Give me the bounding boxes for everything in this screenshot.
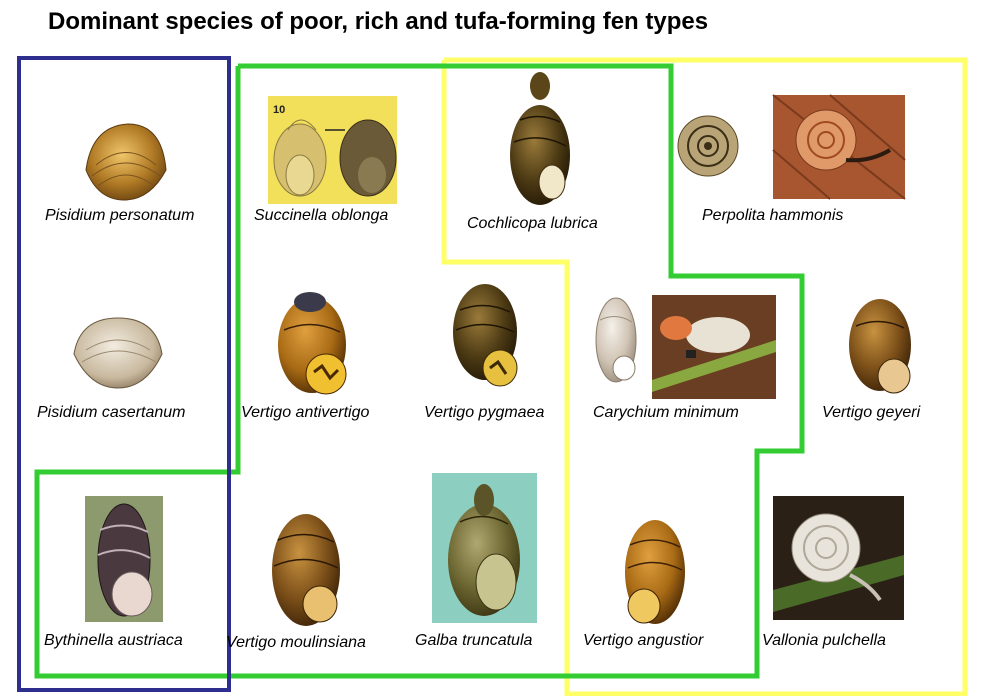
carychium-minimum-image (595, 295, 776, 399)
pisidium-personatum-image (85, 123, 167, 201)
species-label-succinella-oblonga: Succinella oblonga (254, 207, 389, 224)
vertigo-moulinsiana-image (272, 514, 340, 626)
poor-fen-frame (17, 56, 231, 692)
pisidium-casertanum-image (73, 317, 163, 389)
tufa-fen-frame (441, 57, 968, 696)
species-label-perpolita-hammonis: Perpolita hammonis (702, 207, 844, 224)
species-label-vertigo-pygmaea: Vertigo pygmaea (424, 404, 545, 421)
succinella-oblonga-image: 10 (268, 96, 397, 204)
succinella-scale-number: 10 (273, 104, 285, 116)
species-label-bythinella-austriaca: Bythinella austriaca (44, 632, 183, 649)
galba-truncatula-image (432, 473, 537, 623)
species-label-vertigo-geyeri: Vertigo geyeri (822, 404, 921, 421)
vallonia-pulchella-image (773, 496, 904, 620)
vertigo-geyeri-image (849, 299, 911, 394)
species-label-vertigo-moulinsiana: Vertigo moulinsiana (226, 634, 366, 651)
perpolita-hammonis-image (677, 94, 906, 200)
vertigo-pygmaea-image (453, 284, 518, 387)
species-label-carychium-minimum: Carychium minimum (593, 404, 739, 421)
species-label-vertigo-angustior: Vertigo angustior (583, 632, 704, 649)
species-label-pisidium-personatum: Pisidium personatum (45, 207, 195, 224)
species-label-vallonia-pulchella: Vallonia pulchella (762, 632, 886, 649)
vertigo-angustior-image (625, 520, 685, 624)
page-title: Dominant species of poor, rich and tufa-… (48, 8, 709, 35)
species-label-galba-truncatula: Galba truncatula (415, 632, 533, 649)
vertigo-antivertigo-image (278, 292, 347, 395)
cochlicopa-lubrica-image (510, 72, 570, 205)
bythinella-austriaca-image (85, 496, 163, 622)
species-label-cochlicopa-lubrica: Cochlicopa lubrica (467, 215, 598, 232)
rich-fen-frame (34, 63, 805, 679)
species-label-pisidium-casertanum: Pisidium casertanum (37, 404, 186, 421)
species-label-vertigo-antivertigo: Vertigo antivertigo (241, 404, 370, 421)
